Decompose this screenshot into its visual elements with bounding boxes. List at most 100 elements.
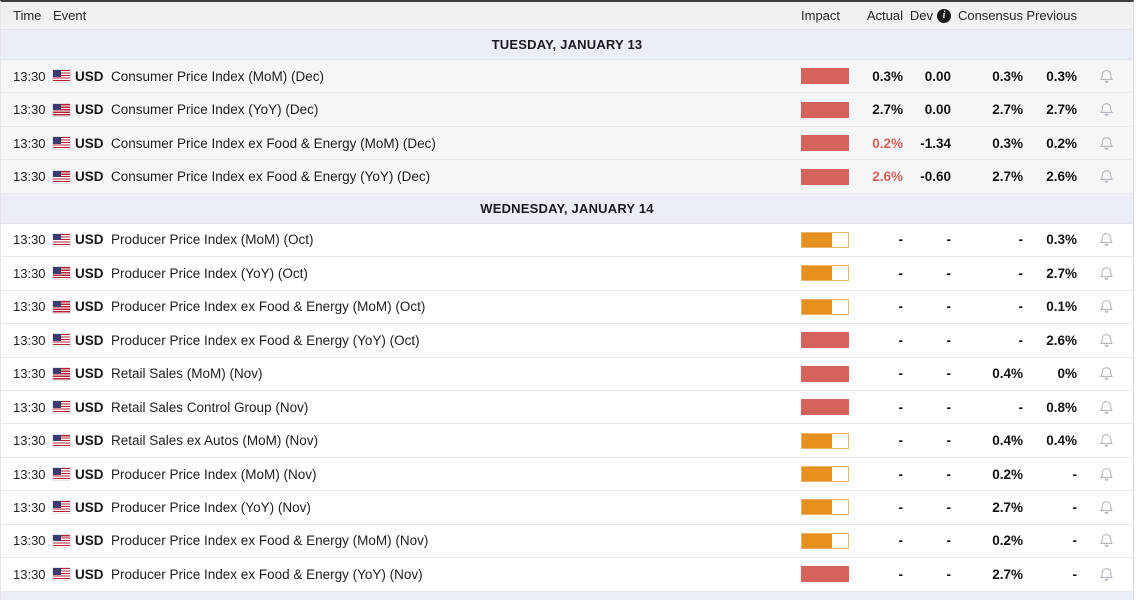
event-name[interactable]: Consumer Price Index (MoM) (Dec) (111, 68, 325, 84)
consensus-value: 0.3% (992, 135, 1023, 151)
event-name[interactable]: Consumer Price Index ex Food & Energy (M… (111, 135, 436, 151)
consensus-value: 2.7% (992, 169, 1023, 185)
event-time: 13:30 (13, 466, 46, 482)
event-row[interactable]: 13:30 USD Producer Price Index ex Food &… (1, 290, 1133, 325)
impact-bar (801, 298, 849, 315)
notification-bell-icon[interactable] (1098, 466, 1115, 483)
currency-code: USD (75, 102, 104, 118)
event-time: 13:30 (13, 169, 46, 185)
impact-cell (801, 365, 859, 382)
bell-cell (1079, 101, 1133, 118)
currency-code: USD (75, 232, 104, 248)
previous-value: 2.6% (1046, 332, 1077, 348)
event-row[interactable]: 13:30 USD Producer Price Index ex Food &… (1, 324, 1133, 358)
consensus-value: - (1018, 299, 1024, 315)
event-name[interactable]: Consumer Price Index (YoY) (Dec) (111, 102, 319, 118)
actual-value: - (898, 366, 904, 382)
event-name[interactable]: Producer Price Index (YoY) (Nov) (111, 499, 311, 515)
notification-bell-icon[interactable] (1098, 532, 1115, 549)
consensus-value: 0.2% (992, 533, 1023, 549)
event-row[interactable]: 13:30 USD Producer Price Index (YoY) (No… (1, 491, 1133, 525)
event-time: 13:30 (13, 399, 46, 415)
deviation-info-icon[interactable]: i (937, 8, 951, 23)
event-name[interactable]: Producer Price Index ex Food & Energy (M… (111, 533, 429, 549)
event-row[interactable]: 13:30 USD Producer Price Index (MoM) (Oc… (1, 223, 1133, 258)
event-name[interactable]: Consumer Price Index ex Food & Energy (Y… (111, 169, 431, 185)
notification-bell-icon[interactable] (1098, 399, 1115, 416)
event-name[interactable]: Producer Price Index ex Food & Energy (M… (111, 299, 426, 315)
deviation-value: - (946, 466, 952, 482)
event-row[interactable]: 13:30 USD Producer Price Index ex Food &… (1, 524, 1133, 559)
consensus-value: - (1018, 265, 1024, 281)
consensus-value: 2.7% (992, 102, 1023, 118)
event-row[interactable]: 13:30 USD Producer Price Index (MoM) (No… (1, 457, 1133, 492)
previous-value: - (1072, 533, 1078, 549)
deviation-value: -0.60 (920, 169, 951, 185)
event-name[interactable]: Producer Price Index (YoY) (Oct) (111, 265, 308, 281)
currency-code: USD (75, 399, 104, 415)
us-flag-icon (53, 568, 70, 581)
event-row[interactable]: 13:30 USD Retail Sales ex Autos (MoM) (N… (1, 424, 1133, 458)
notification-bell-icon[interactable] (1098, 432, 1115, 449)
impact-cell (801, 265, 859, 282)
impact-bar-fill (802, 467, 831, 482)
notification-bell-icon[interactable] (1098, 566, 1115, 583)
event-time: 13:30 (13, 533, 46, 549)
impact-bar (801, 135, 849, 152)
currency-cell: USD (53, 533, 111, 548)
notification-bell-icon[interactable] (1098, 298, 1115, 315)
notification-bell-icon[interactable] (1098, 499, 1115, 516)
notification-bell-icon[interactable] (1098, 68, 1115, 85)
event-name[interactable]: Producer Price Index ex Food & Energy (Y… (111, 566, 423, 582)
us-flag-icon (53, 170, 70, 183)
notification-bell-icon[interactable] (1098, 168, 1115, 185)
notification-bell-icon[interactable] (1098, 265, 1115, 282)
impact-bar (801, 168, 849, 185)
col-header-previous: Previous (1026, 8, 1077, 23)
previous-value: 0.1% (1046, 299, 1077, 315)
event-name[interactable]: Producer Price Index ex Food & Energy (Y… (111, 332, 420, 348)
currency-cell: USD (53, 433, 111, 448)
event-name[interactable]: Producer Price Index (MoM) (Nov) (111, 466, 317, 482)
impact-cell (801, 101, 859, 118)
event-name[interactable]: Producer Price Index (MoM) (Oct) (111, 232, 314, 248)
event-name[interactable]: Retail Sales Control Group (Nov) (111, 399, 309, 415)
event-row[interactable]: 13:30 USD Producer Price Index ex Food &… (1, 558, 1133, 592)
impact-bar (801, 231, 849, 248)
event-row[interactable]: 13:30 USD Consumer Price Index ex Food &… (1, 160, 1133, 194)
bell-cell (1079, 466, 1133, 483)
previous-value: 2.7% (1046, 102, 1077, 118)
event-name[interactable]: Retail Sales ex Autos (MoM) (Nov) (111, 433, 319, 449)
deviation-value: - (946, 499, 952, 515)
event-row[interactable]: 13:30 USD Producer Price Index (YoY) (Oc… (1, 257, 1133, 291)
actual-value: - (898, 332, 904, 348)
event-name[interactable]: Retail Sales (MoM) (Nov) (111, 366, 263, 382)
us-flag-icon (53, 434, 70, 447)
notification-bell-icon[interactable] (1098, 101, 1115, 118)
event-row[interactable]: 13:30 USD Retail Sales Control Group (No… (1, 390, 1133, 425)
currency-cell: USD (53, 266, 111, 281)
currency-code: USD (75, 169, 104, 185)
currency-code: USD (75, 466, 104, 482)
notification-bell-icon[interactable] (1098, 332, 1115, 349)
consensus-value: - (1018, 332, 1024, 348)
actual-value: 0.2% (872, 135, 903, 151)
event-row[interactable]: 13:30 USD Consumer Price Index (MoM) (De… (1, 60, 1133, 94)
impact-bar (801, 499, 849, 516)
actual-value: - (898, 265, 904, 281)
notification-bell-icon[interactable] (1098, 365, 1115, 382)
bell-cell (1079, 332, 1133, 349)
notification-bell-icon[interactable] (1098, 135, 1115, 152)
event-time: 13:30 (13, 265, 46, 281)
date-section-title: WEDNESDAY, JANUARY 14 (480, 200, 654, 216)
impact-bar-fill (802, 500, 831, 515)
previous-value: 0.3% (1046, 232, 1077, 248)
event-row[interactable]: 13:30 USD Consumer Price Index ex Food &… (1, 126, 1133, 161)
event-time: 13:30 (13, 299, 46, 315)
notification-bell-icon[interactable] (1098, 231, 1115, 248)
event-row[interactable]: 13:30 USD Consumer Price Index (YoY) (De… (1, 93, 1133, 127)
event-row[interactable]: 13:30 USD Retail Sales (MoM) (Nov) - - 0… (1, 357, 1133, 391)
previous-value: 0.2% (1046, 135, 1077, 151)
us-flag-icon (53, 367, 70, 380)
us-flag-icon (53, 233, 70, 246)
